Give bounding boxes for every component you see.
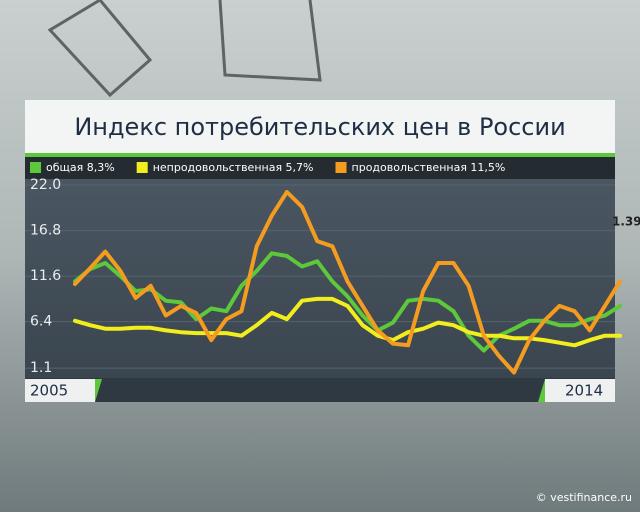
x-label-accent: [95, 379, 102, 402]
y-tick-label: 11.6: [30, 268, 61, 284]
x-tick-label: 2005: [30, 382, 68, 400]
y-tick-label: 6.4: [30, 314, 52, 330]
y-tick-label: 1.1: [30, 360, 52, 376]
x-label-box: [545, 379, 615, 402]
legend-swatch: [136, 162, 148, 173]
x-tick-label: 2014: [565, 382, 603, 400]
title-panel: [25, 100, 615, 155]
legend-swatch: [30, 162, 41, 173]
y-tick-label: 16.8: [30, 223, 61, 239]
source: © vestifinance.ru: [536, 491, 632, 504]
chart-title: Индекс потребительских цен в России: [74, 113, 565, 141]
x-label-accent: [538, 379, 545, 402]
series-line: [73, 251, 622, 353]
title-underline: [25, 153, 615, 157]
series-line: [73, 190, 622, 375]
bg-frame: [218, 0, 322, 82]
y-tick-label: 22.0: [30, 177, 61, 193]
legend-label: общая 8,3%: [46, 161, 115, 174]
legend-label: продовольственная 11,5%: [352, 161, 506, 174]
axis-bar: [25, 378, 615, 402]
legend-swatch: [335, 162, 347, 173]
x-label-box: [25, 379, 95, 402]
bg-frame: [47, 0, 153, 98]
legend-bar: [25, 157, 615, 179]
annotation: 1.39: [612, 215, 640, 229]
legend-label: непродовольственная 5,7%: [153, 161, 314, 174]
